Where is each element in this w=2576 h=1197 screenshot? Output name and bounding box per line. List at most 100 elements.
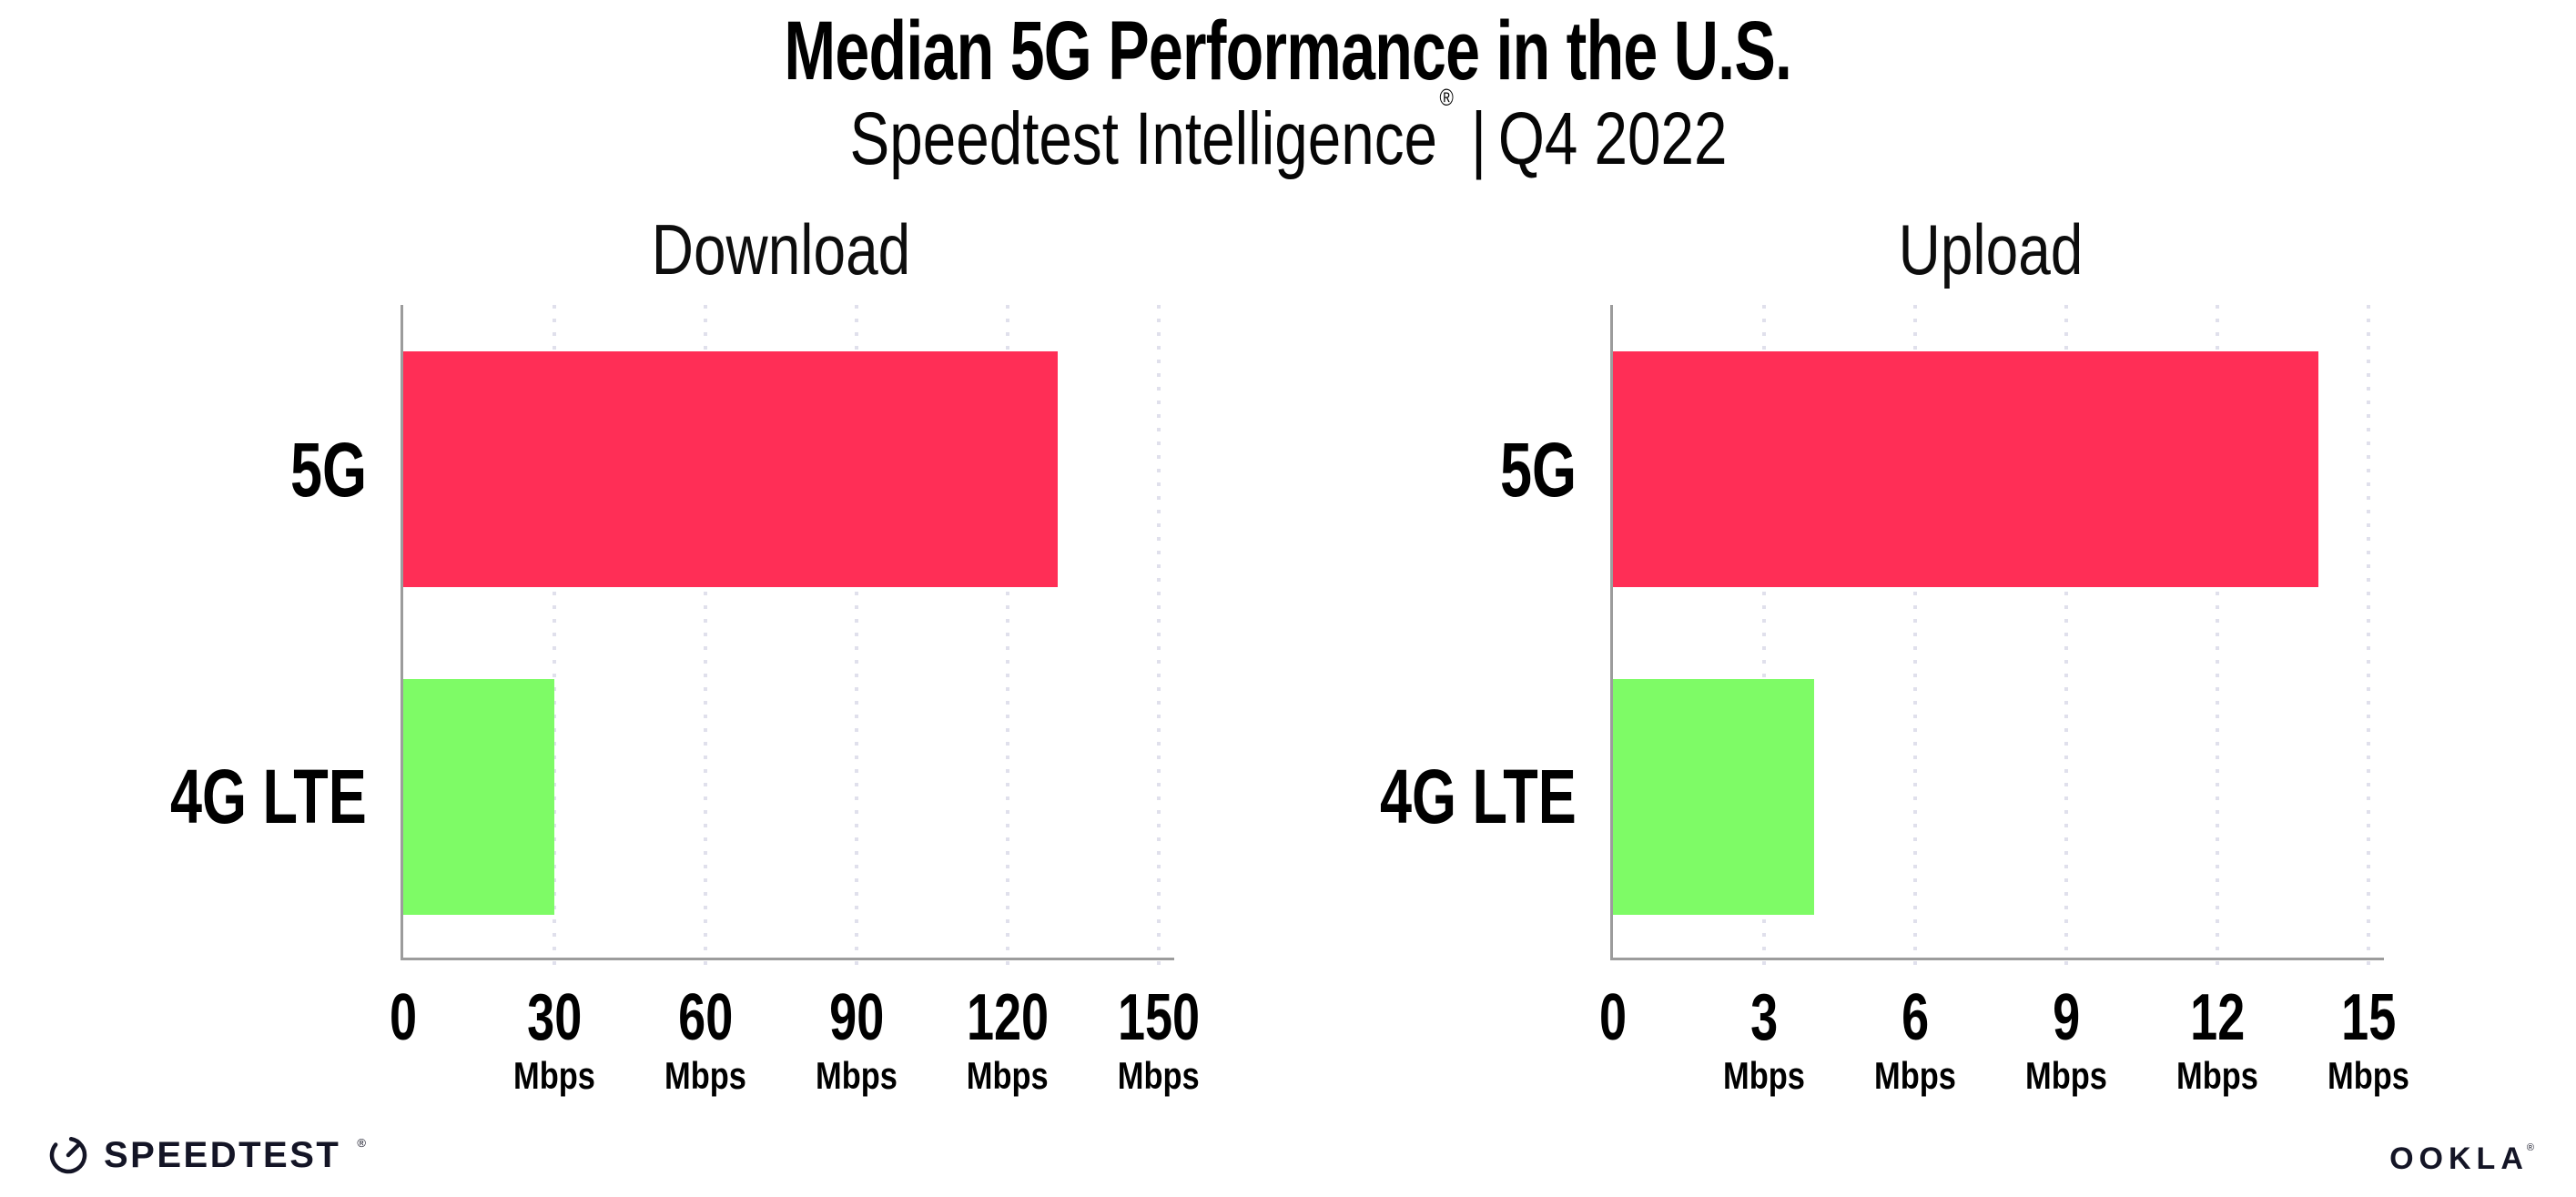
x-tick-value-text: 30 <box>526 981 583 1054</box>
category-label-4g-lte: 4G LTE <box>0 756 367 837</box>
x-tick: 150 Mbps <box>1104 985 1213 1097</box>
x-tick: 15 Mbps <box>2318 985 2419 1097</box>
x-tick-value-text: 0 <box>389 981 418 1054</box>
subtitle-product: Speedtest Intelligence <box>849 97 1437 180</box>
category-label-text: 4G LTE <box>170 754 367 840</box>
x-tick-unit-text: Mbps <box>2176 1054 2258 1097</box>
x-tick-unit: Mbps <box>504 1055 604 1097</box>
x-tick-value-text: 15 <box>2340 981 2397 1054</box>
x-tick-mark <box>1157 961 1161 974</box>
x-tick-mark <box>2064 961 2068 974</box>
page-title-text: Median 5G Performance in the U.S. <box>784 5 1792 97</box>
x-tick-mark <box>1913 961 1917 974</box>
page-subtitle: Speedtest Intelligence® | Q4 2022 <box>0 84 2576 180</box>
category-label-5g: 5G <box>1185 430 1577 510</box>
x-tick-unit: Mbps <box>2016 1055 2116 1097</box>
x-tick-unit: Mbps <box>1714 1055 1814 1097</box>
x-tick-unit-text: Mbps <box>1723 1054 1805 1097</box>
chart-title-text: Upload <box>1898 209 2084 289</box>
x-tick-unit: Mbps <box>1865 1055 1965 1097</box>
y-axis-line <box>401 305 403 960</box>
x-tick-value: 60 <box>655 985 756 1050</box>
x-tick-value-text: 0 <box>1598 981 1628 1054</box>
category-label-text: 5G <box>1499 426 1577 512</box>
plot-area: 5G 4G LTE <box>170 305 1174 974</box>
gridline <box>704 305 707 958</box>
x-tick-value-text: 3 <box>1749 981 1779 1054</box>
x-tick-mark <box>855 961 858 974</box>
x-tick-unit-text: Mbps <box>664 1054 746 1097</box>
x-tick: 0 <box>385 985 421 1050</box>
x-tick-value: 0 <box>385 985 421 1050</box>
x-tick-value: 6 <box>1865 985 1965 1050</box>
x-tick-unit-text: Mbps <box>1874 1054 1956 1097</box>
x-tick-value: 15 <box>2318 985 2419 1050</box>
x-tick-value: 9 <box>2016 985 2116 1050</box>
subtitle-period: Q4 2022 <box>1497 97 1727 180</box>
gridline <box>1913 305 1917 958</box>
x-tick: 9 Mbps <box>2016 985 2116 1097</box>
x-tick-unit-text: Mbps <box>513 1054 595 1097</box>
x-tick: 60 Mbps <box>655 985 756 1097</box>
bar-5g <box>403 350 1059 587</box>
x-tick-unit: Mbps <box>953 1055 1062 1097</box>
x-tick-value: 120 <box>953 985 1062 1050</box>
gridline <box>855 305 858 958</box>
category-label-text: 5G <box>289 426 367 512</box>
chart-title: Upload <box>1878 213 2103 286</box>
x-tick-value-text: 60 <box>677 981 734 1054</box>
x-tick: 30 Mbps <box>504 985 604 1097</box>
x-tick-value: 0 <box>1595 985 1631 1050</box>
gridline <box>1762 305 1766 958</box>
gridline <box>2367 305 2370 958</box>
x-tick-unit: Mbps <box>655 1055 756 1097</box>
x-tick-value: 150 <box>1104 985 1213 1050</box>
x-axis-line <box>1610 958 2384 960</box>
x-tick-unit: Mbps <box>1104 1055 1213 1097</box>
x-tick-mark <box>704 961 707 974</box>
category-label-5g: 5G <box>0 430 367 510</box>
page-title: Median 5G Performance in the U.S. <box>0 7 2576 96</box>
x-tick-unit-text: Mbps <box>1118 1054 1200 1097</box>
x-axis-line <box>401 958 1174 960</box>
gridline <box>2064 305 2068 958</box>
y-axis-line <box>1610 305 1613 960</box>
registered-trademark-symbol: ® <box>1438 83 1454 111</box>
category-label-text: 4G LTE <box>1380 754 1577 840</box>
x-tick-value: 3 <box>1714 985 1814 1050</box>
x-tick: 3 Mbps <box>1714 985 1814 1097</box>
x-tick-value-text: 12 <box>2189 981 2246 1054</box>
x-tick-unit: Mbps <box>2318 1055 2419 1097</box>
x-tick: 90 Mbps <box>806 985 907 1097</box>
x-tick-value: 30 <box>504 985 604 1050</box>
x-tick-value-text: 120 <box>966 981 1050 1054</box>
gridline <box>1157 305 1161 958</box>
plot-area: 5G 4G LTE <box>1380 305 2384 974</box>
subtitle-divider: | <box>1470 97 1486 180</box>
page-subtitle-text: Speedtest Intelligence® | Q4 2022 <box>849 84 1727 180</box>
x-tick-value-text: 150 <box>1117 981 1201 1054</box>
x-tick: 0 <box>1595 985 1631 1050</box>
x-tick-value-text: 90 <box>828 981 885 1054</box>
x-tick-mark <box>1762 961 1766 974</box>
x-tick-value-text: 9 <box>2052 981 2081 1054</box>
x-tick-unit-text: Mbps <box>967 1054 1049 1097</box>
x-tick-value-text: 6 <box>1901 981 1930 1054</box>
x-tick: 6 Mbps <box>1865 985 1965 1097</box>
x-tick: 120 Mbps <box>953 985 1062 1097</box>
gridline <box>1006 305 1009 958</box>
x-tick-unit: Mbps <box>2167 1055 2267 1097</box>
bar-4g-lte <box>403 678 554 915</box>
x-tick-value: 90 <box>806 985 907 1050</box>
category-label-4g-lte: 4G LTE <box>1185 756 1577 837</box>
x-tick-unit-text: Mbps <box>2025 1054 2107 1097</box>
bar-5g <box>1613 350 2318 587</box>
bar-4g-lte <box>1613 678 1815 915</box>
gridline <box>553 305 556 958</box>
x-tick-unit: Mbps <box>806 1055 907 1097</box>
chart-title-text: Download <box>651 209 911 289</box>
